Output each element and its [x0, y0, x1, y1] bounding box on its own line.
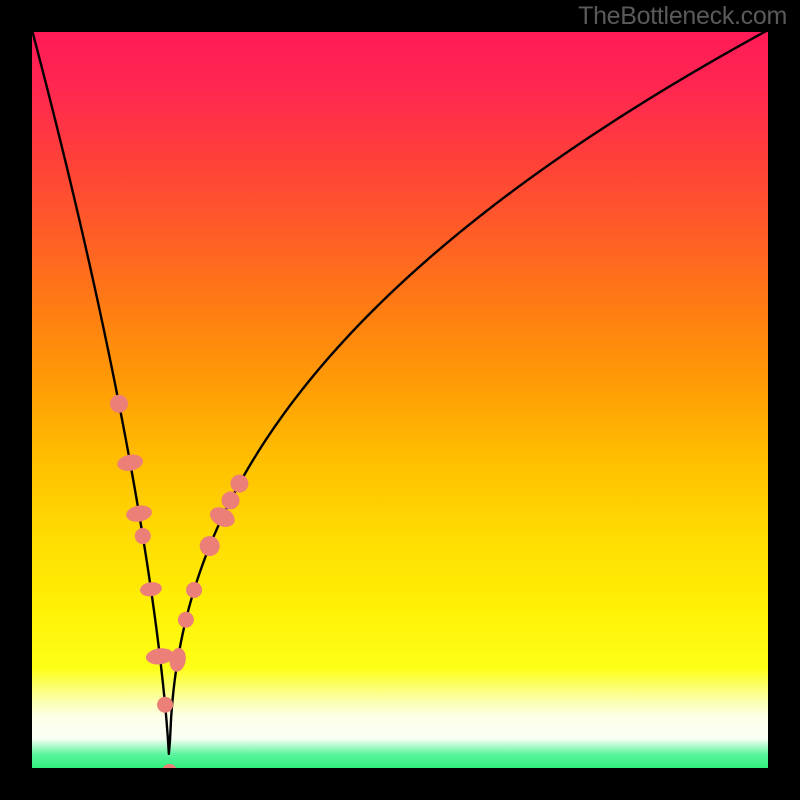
data-dot	[135, 528, 151, 544]
chart-container: TheBottleneck.com	[0, 0, 800, 800]
plot-background	[32, 30, 768, 772]
data-dot	[200, 536, 220, 556]
data-dot	[222, 491, 240, 509]
data-dot	[230, 475, 248, 493]
data-dot	[178, 612, 194, 628]
data-dot	[186, 582, 202, 598]
data-dot	[157, 697, 173, 713]
data-dot	[110, 395, 128, 413]
chart-svg	[0, 0, 800, 800]
